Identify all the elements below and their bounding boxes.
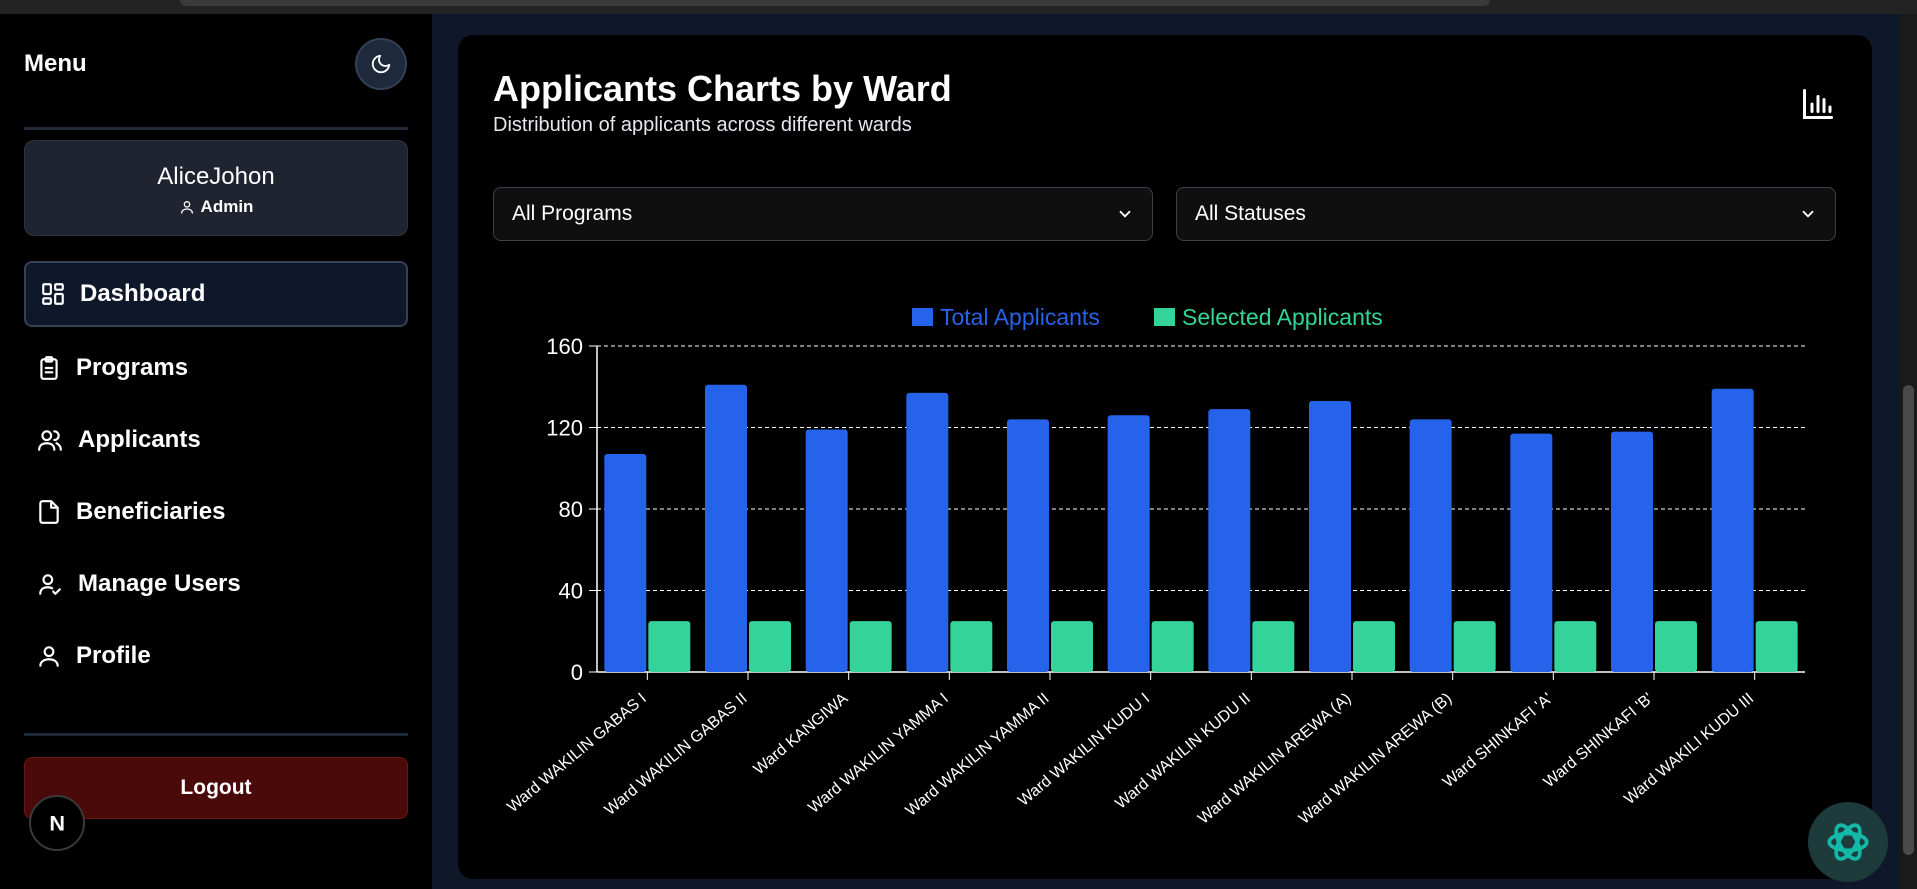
theme-toggle-button[interactable] bbox=[355, 38, 407, 90]
bar-selected-applicants bbox=[648, 621, 691, 672]
menu-title: Menu bbox=[24, 50, 87, 77]
program-select[interactable]: All Programs bbox=[493, 187, 1153, 241]
n-logo-icon: N bbox=[49, 811, 65, 836]
legend-swatch bbox=[1154, 308, 1175, 326]
bar-selected-applicants bbox=[1453, 621, 1496, 672]
x-tick-label: Ward KANGIWA bbox=[751, 690, 852, 778]
sidebar-item-applicants[interactable]: Applicants bbox=[24, 407, 408, 473]
bar-total-applicants bbox=[1007, 419, 1049, 672]
bar-total-applicants bbox=[1107, 415, 1150, 672]
bar-total-applicants bbox=[906, 392, 949, 672]
bar-selected-applicants bbox=[1051, 621, 1093, 672]
moon-icon bbox=[371, 54, 391, 74]
bar-selected-applicants bbox=[1252, 621, 1295, 672]
file-icon bbox=[39, 500, 59, 524]
sidebar-item-label: Dashboard bbox=[80, 280, 206, 307]
bar-total-applicants bbox=[1208, 409, 1251, 672]
bar-total-applicants bbox=[1409, 419, 1452, 672]
status-select-value: All Statuses bbox=[1195, 202, 1306, 225]
sidebar-item-manage-users[interactable]: Manage Users bbox=[24, 551, 408, 617]
user-card: AliceJohon Admin bbox=[24, 140, 408, 236]
logout-button[interactable]: Logout bbox=[24, 757, 408, 819]
sidebar-divider-bottom bbox=[24, 733, 408, 736]
clipboard-icon bbox=[40, 356, 58, 380]
y-tick-label: 0 bbox=[571, 660, 583, 685]
bar-total-applicants bbox=[604, 453, 647, 672]
bar-selected-applicants bbox=[1151, 621, 1194, 672]
user-icon bbox=[180, 201, 193, 214]
dashboard-icon bbox=[42, 283, 64, 305]
page-subtitle: Distribution of applicants across differ… bbox=[493, 114, 912, 136]
sidebar-item-label: Profile bbox=[76, 642, 151, 669]
bar-selected-applicants bbox=[950, 621, 993, 672]
sidebar-divider-top bbox=[24, 127, 408, 130]
user-check-icon bbox=[39, 574, 61, 596]
user-role-label: Admin bbox=[200, 197, 254, 216]
bar-selected-applicants bbox=[1554, 621, 1597, 672]
bar-selected-applicants bbox=[849, 621, 892, 672]
status-select[interactable]: All Statuses bbox=[1176, 187, 1836, 241]
browser-top-strip bbox=[0, 0, 1917, 14]
badge-letter: N bbox=[49, 811, 65, 836]
assistant-button[interactable] bbox=[1808, 802, 1888, 882]
bar-selected-applicants bbox=[1353, 621, 1395, 672]
sidebar-item-label: Applicants bbox=[78, 426, 201, 453]
x-tick-label: Ward SHINKAFI 'B' bbox=[1541, 690, 1657, 791]
bar-selected-applicants bbox=[1655, 621, 1697, 672]
users-icon bbox=[38, 430, 62, 451]
chevron-down-icon bbox=[1119, 210, 1131, 218]
y-tick-label: 80 bbox=[559, 497, 583, 522]
bar-total-applicants bbox=[1309, 401, 1351, 672]
legend-label: Total Applicants bbox=[940, 304, 1100, 330]
bar-total-applicants bbox=[1510, 433, 1553, 672]
bar-total-applicants bbox=[1711, 388, 1754, 672]
sidebar-item-dashboard[interactable]: Dashboard bbox=[24, 261, 408, 327]
sidebar-item-label: Beneficiaries bbox=[76, 498, 226, 525]
y-tick-label: 120 bbox=[546, 416, 583, 441]
user-name: AliceJohon bbox=[157, 163, 275, 190]
sidebar-item-beneficiaries[interactable]: Beneficiaries bbox=[24, 479, 408, 545]
bar-total-applicants bbox=[705, 384, 747, 672]
sidebar-item-label: Programs bbox=[76, 354, 189, 381]
y-tick-label: 40 bbox=[559, 579, 583, 604]
user-role: Admin bbox=[25, 197, 407, 217]
address-bar bbox=[180, 0, 1490, 6]
user-icon bbox=[39, 646, 59, 667]
bar-total-applicants bbox=[805, 429, 848, 672]
legend-swatch bbox=[912, 308, 933, 326]
y-tick-label: 160 bbox=[546, 334, 583, 359]
page-title: Applicants Charts by Ward bbox=[493, 68, 952, 109]
bar-chart-icon bbox=[1800, 86, 1836, 127]
bar-total-applicants bbox=[1611, 431, 1653, 672]
sidebar-item-profile[interactable]: Profile bbox=[24, 623, 408, 689]
sidebar-item-label: Manage Users bbox=[78, 570, 241, 597]
x-tick-label: Ward SHINKAFI 'A' bbox=[1440, 690, 1556, 791]
nextjs-badge-button[interactable]: N bbox=[29, 795, 85, 851]
bar-selected-applicants bbox=[1755, 621, 1798, 672]
sidebar-item-programs[interactable]: Programs bbox=[24, 335, 408, 401]
legend-label: Selected Applicants bbox=[1182, 304, 1383, 330]
openai-logo-icon bbox=[1827, 823, 1869, 861]
bar-selected-applicants bbox=[749, 621, 791, 672]
scrollbar-thumb[interactable] bbox=[1903, 385, 1914, 855]
program-select-value: All Programs bbox=[512, 202, 633, 225]
chevron-down-icon bbox=[1802, 210, 1814, 218]
